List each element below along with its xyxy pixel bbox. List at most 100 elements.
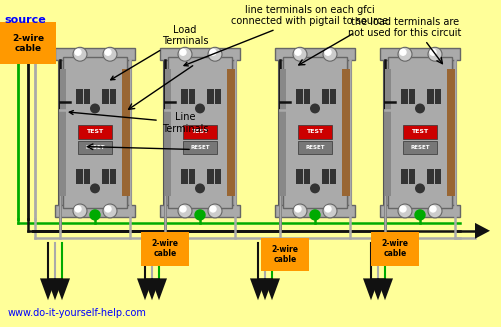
Bar — [426, 89, 433, 105]
Text: www.do-it-yourself-help.com: www.do-it-yourself-help.com — [8, 308, 147, 318]
Bar — [304, 168, 310, 184]
Polygon shape — [376, 278, 392, 300]
Circle shape — [399, 49, 405, 55]
Bar — [110, 168, 116, 184]
Circle shape — [207, 204, 221, 218]
Bar — [296, 89, 303, 105]
Text: TEST: TEST — [411, 129, 428, 134]
Bar — [102, 168, 109, 184]
FancyBboxPatch shape — [298, 141, 331, 154]
Circle shape — [295, 49, 301, 55]
Bar — [408, 168, 414, 184]
Text: 2-wire
cable: 2-wire cable — [12, 34, 44, 53]
Bar — [188, 89, 194, 105]
Circle shape — [324, 206, 330, 212]
FancyBboxPatch shape — [78, 125, 112, 139]
Bar — [181, 168, 188, 184]
Circle shape — [103, 204, 117, 218]
Circle shape — [103, 47, 117, 61]
FancyBboxPatch shape — [298, 125, 331, 139]
Ellipse shape — [310, 183, 319, 193]
FancyBboxPatch shape — [183, 141, 216, 154]
Polygon shape — [362, 278, 378, 300]
Circle shape — [180, 206, 186, 212]
Circle shape — [295, 206, 301, 212]
Circle shape — [209, 206, 215, 212]
Text: TEST: TEST — [191, 129, 208, 134]
FancyBboxPatch shape — [383, 53, 455, 212]
Circle shape — [293, 204, 307, 218]
Bar — [102, 89, 109, 105]
Bar — [214, 89, 220, 105]
Bar — [379, 205, 459, 217]
Bar — [76, 168, 83, 184]
Circle shape — [322, 204, 336, 218]
Bar — [76, 89, 83, 105]
Text: Load
Terminals: Load Terminals — [111, 25, 208, 80]
Bar — [304, 89, 310, 105]
Circle shape — [397, 204, 411, 218]
FancyBboxPatch shape — [59, 53, 131, 212]
Bar — [214, 168, 220, 184]
Text: source: source — [4, 15, 46, 25]
Bar — [165, 69, 171, 196]
FancyBboxPatch shape — [63, 57, 127, 208]
FancyBboxPatch shape — [78, 141, 112, 154]
Bar — [329, 168, 335, 184]
Bar — [206, 168, 213, 184]
Polygon shape — [151, 278, 167, 300]
Bar — [400, 168, 407, 184]
Text: RESET: RESET — [305, 145, 324, 150]
FancyBboxPatch shape — [370, 232, 418, 266]
Polygon shape — [249, 278, 266, 300]
Bar — [160, 205, 239, 217]
FancyBboxPatch shape — [387, 57, 451, 208]
Polygon shape — [137, 278, 153, 300]
Bar — [341, 69, 349, 196]
Bar — [426, 168, 433, 184]
Circle shape — [397, 47, 411, 61]
Bar — [84, 168, 90, 184]
Bar — [275, 48, 354, 60]
Bar — [384, 69, 390, 196]
Text: the load terminals are
not used for this circuit: the load terminals are not used for this… — [348, 17, 461, 38]
Bar — [446, 69, 454, 196]
Ellipse shape — [414, 183, 424, 193]
Text: 2-wire
cable: 2-wire cable — [381, 239, 408, 258]
Polygon shape — [40, 278, 56, 300]
Circle shape — [322, 47, 336, 61]
Text: RESET: RESET — [409, 145, 429, 150]
Circle shape — [105, 49, 111, 55]
Circle shape — [429, 49, 435, 55]
Text: TEST: TEST — [306, 129, 323, 134]
Bar — [122, 69, 130, 196]
FancyBboxPatch shape — [402, 125, 436, 139]
Circle shape — [105, 206, 111, 212]
Circle shape — [180, 49, 186, 55]
Circle shape — [399, 206, 405, 212]
Ellipse shape — [90, 103, 100, 113]
Ellipse shape — [194, 183, 204, 193]
Bar — [408, 89, 414, 105]
Text: line terminals on each gfci
connected with pigtail to source: line terminals on each gfci connected wi… — [184, 5, 388, 66]
FancyBboxPatch shape — [0, 23, 56, 64]
Circle shape — [75, 49, 81, 55]
Bar — [226, 69, 234, 196]
Bar — [296, 168, 303, 184]
Bar — [206, 89, 213, 105]
Circle shape — [310, 210, 319, 220]
Circle shape — [90, 210, 100, 220]
Bar — [321, 168, 328, 184]
Text: 2-wire
cable: 2-wire cable — [271, 245, 298, 264]
FancyBboxPatch shape — [168, 57, 231, 208]
Bar — [110, 89, 116, 105]
Circle shape — [324, 49, 330, 55]
Bar — [84, 89, 90, 105]
Text: RESET: RESET — [190, 145, 209, 150]
Circle shape — [209, 49, 215, 55]
Bar — [329, 89, 335, 105]
Polygon shape — [47, 278, 63, 300]
Circle shape — [427, 47, 441, 61]
Text: 2-wire
cable: 2-wire cable — [151, 239, 178, 258]
Bar — [188, 168, 194, 184]
